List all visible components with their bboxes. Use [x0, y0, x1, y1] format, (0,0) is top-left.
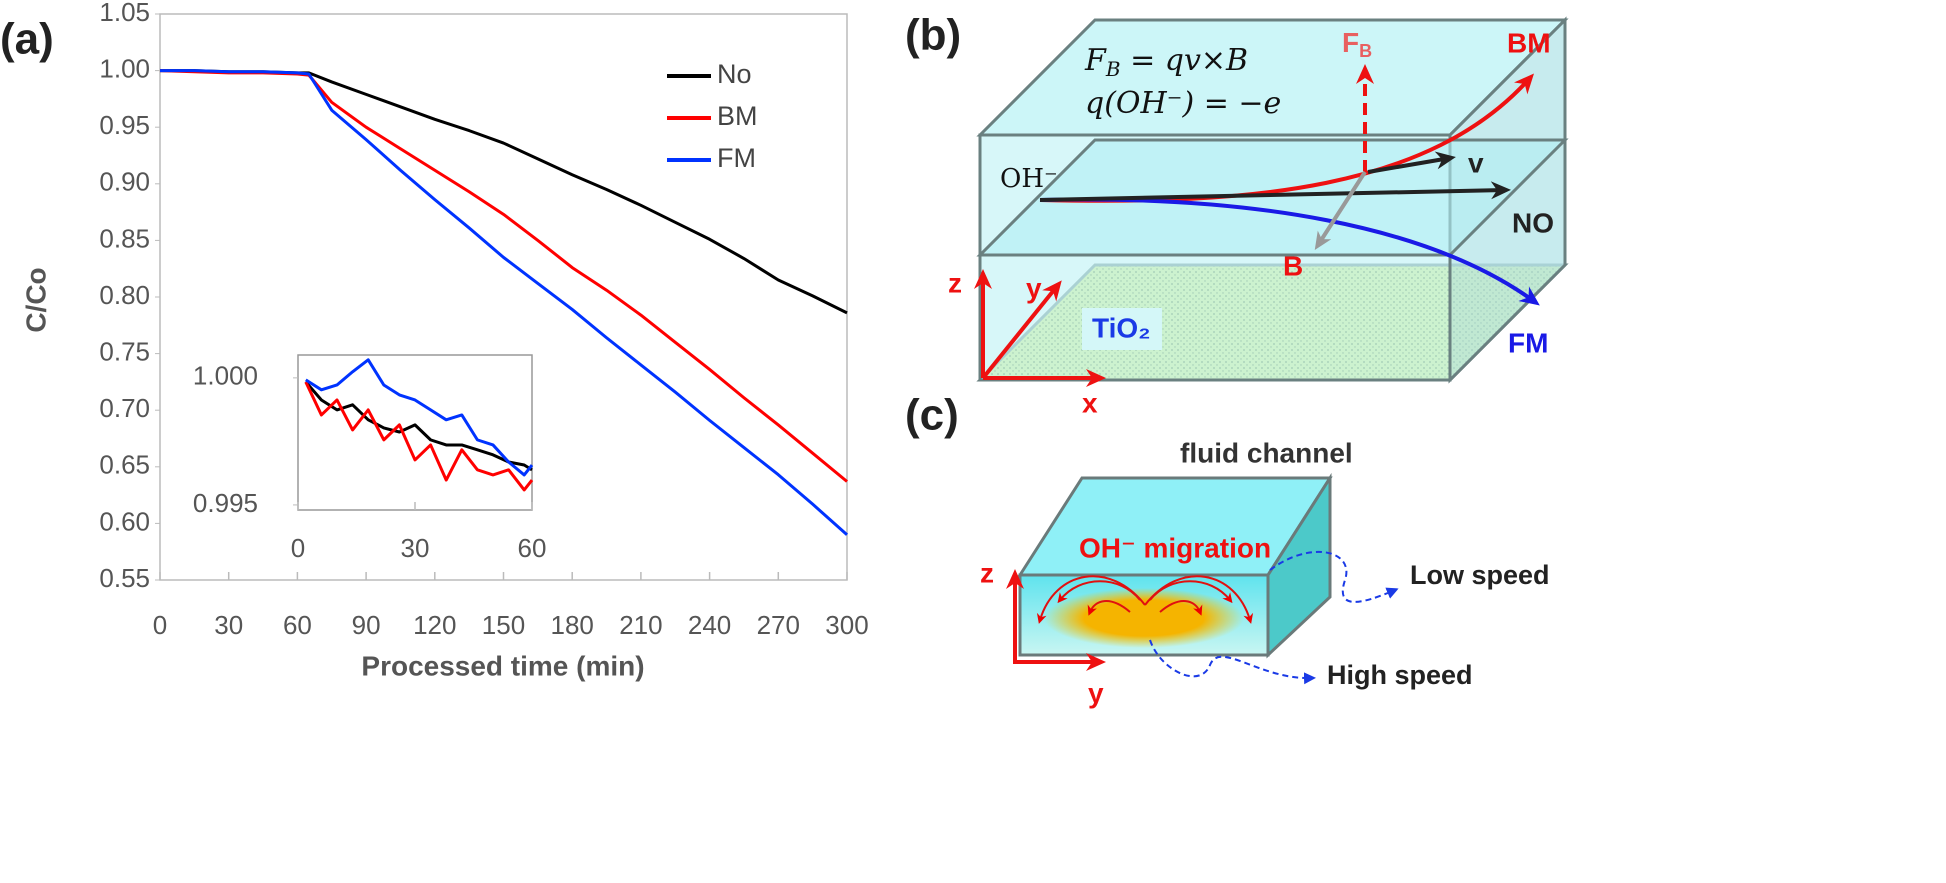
fm-label: FM: [1508, 327, 1548, 358]
x-tick-label: 120: [413, 610, 456, 640]
data-line: [160, 69, 848, 536]
data-line: [304, 381, 534, 492]
b-arrow: [1314, 170, 1367, 251]
equation: FB = qv×B: [1084, 43, 1248, 81]
equation: q(OH⁻) = −e: [1085, 86, 1281, 121]
b-label: B: [1283, 250, 1303, 281]
v-arrow: [1367, 151, 1456, 174]
x-tick-label: 270: [757, 610, 800, 640]
axis-label: x: [1082, 387, 1098, 418]
x-tick-label: 0: [291, 533, 305, 563]
y-axis-label: C/Co: [20, 267, 51, 332]
axis-label: y: [1026, 272, 1042, 303]
legend-label: FM: [717, 143, 756, 173]
panel-label: (a): [0, 15, 54, 64]
y-tick-label: 1.000: [193, 361, 258, 391]
y-tick-label: 0.95: [99, 110, 150, 140]
x-tick-label: 60: [283, 610, 312, 640]
x-tick-label: 60: [518, 533, 547, 563]
legend-label: BM: [717, 101, 758, 131]
high-speed-path: [1149, 639, 1316, 685]
y-tick-label: 0.75: [99, 336, 150, 366]
migration-label: OH⁻ migration: [1079, 532, 1271, 563]
data-line: [304, 358, 534, 477]
y-tick-label: 0.70: [99, 393, 150, 423]
axis-label: z: [948, 267, 962, 298]
x-tick-label: 210: [619, 610, 662, 640]
panel-c: (c) fluid channel OH⁻ migration z y Low …: [905, 391, 1550, 709]
y-tick-label: 1.00: [99, 53, 150, 83]
migration-arrows: [1036, 575, 1254, 624]
y-tick-label: 0.85: [99, 223, 150, 253]
force-label: FB: [1342, 27, 1372, 60]
x-tick-label: 30: [214, 610, 243, 640]
hot-zone: [1044, 588, 1244, 648]
mid-plane: [976, 138, 1569, 257]
y-tick-label: 1.05: [99, 0, 150, 27]
y-tick-label: 0.60: [99, 506, 150, 536]
tio2-label-box: [1082, 308, 1162, 350]
panel-b: (b) FB = qv×B q(OH⁻) = −e FB BM v OH⁻ NO…: [905, 11, 1569, 418]
high-speed-label: High speed: [1327, 660, 1473, 690]
no-path: [1039, 181, 1511, 202]
x-tick-label: 150: [482, 610, 525, 640]
x-tick-label: 90: [352, 610, 381, 640]
x-tick-label: 0: [153, 610, 167, 640]
panel-a: (a) Processed time (min) C/Co 0.55 0.60 0.…: [0, 0, 869, 681]
y-tick-label: 0.65: [99, 450, 150, 480]
y-axis: [981, 280, 1062, 380]
panel-label: (b): [905, 11, 961, 60]
inset-frame: [297, 354, 533, 511]
axis-label: y: [1088, 677, 1104, 708]
y-tick-label: 0.995: [193, 488, 258, 518]
legend-label: No: [717, 59, 752, 89]
x-tick-label: 180: [551, 610, 594, 640]
x-tick-label: 240: [688, 610, 731, 640]
y-tick-label: 0.90: [99, 167, 150, 197]
channel-label: fluid channel: [1180, 437, 1353, 468]
no-label: NO: [1512, 207, 1554, 238]
x-tick-label: 30: [401, 533, 430, 563]
ion-label: OH⁻: [1000, 164, 1058, 194]
v-label: v: [1468, 147, 1484, 178]
y-tick-label: 0.55: [99, 563, 150, 593]
bm-label: BM: [1507, 27, 1551, 58]
x-axis-label: Processed time (min): [361, 650, 644, 681]
low-speed-label: Low speed: [1410, 560, 1550, 590]
substrate-label: TiO₂: [1092, 312, 1151, 343]
axis-label: z: [980, 557, 994, 588]
panel-label: (c): [905, 391, 959, 440]
data-line: [304, 380, 533, 472]
y-tick-label: 0.80: [99, 280, 150, 310]
x-tick-label: 300: [825, 610, 868, 640]
